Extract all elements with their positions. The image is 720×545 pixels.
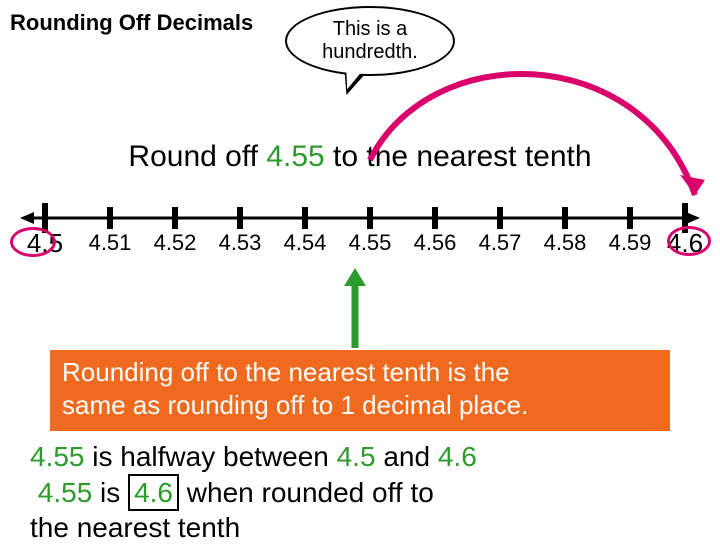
c2-tail: when rounded off to [179, 477, 434, 508]
instruction-text: Round off 4.55 to the nearest tenth [0, 140, 720, 174]
c2-is: is [92, 477, 128, 508]
rounded-answer-box: 4.6 [128, 474, 179, 512]
instruction-prefix: Round off [128, 140, 266, 173]
tick-label-4: 4.54 [284, 230, 327, 256]
tick-label-6: 4.56 [414, 230, 457, 256]
tick-label-0: 4.5 [27, 228, 63, 259]
c1-and: and [376, 441, 438, 472]
explanation-line-1: Rounding off to the nearest tenth is the [62, 356, 658, 389]
tick-label-8: 4.58 [544, 230, 587, 256]
tick-label-3: 4.53 [219, 230, 262, 256]
hundredth-callout: This is a hundredth. [285, 6, 455, 76]
tick-label-9: 4.59 [609, 230, 652, 256]
c1-mid: is halfway between [85, 441, 337, 472]
c1-high: 4.6 [438, 441, 477, 472]
tick-label-10: 4.6 [667, 228, 703, 259]
tick-label-1: 4.51 [89, 230, 132, 256]
conclusion-line-2: 4.55 is 4.6 when rounded off to [30, 474, 690, 512]
conclusion-text: 4.55 is halfway between 4.5 and 4.6 4.55… [30, 440, 690, 545]
conclusion-line-1: 4.55 is halfway between 4.5 and 4.6 [30, 440, 690, 474]
callout-text: This is a hundredth. [287, 18, 453, 64]
number-line: 4.5 4.51 4.52 4.53 4.54 4.55 4.56 4.57 4.58 4.59 4… [20, 190, 700, 270]
instruction-value: 4.55 [266, 140, 324, 173]
c1-value: 4.55 [30, 441, 85, 472]
page-title: Rounding Off Decimals [10, 10, 253, 36]
c1-low: 4.5 [337, 441, 376, 472]
explanation-box: Rounding off to the nearest tenth is the… [50, 350, 670, 431]
tick-label-7: 4.57 [479, 230, 522, 256]
tick-label-2: 4.52 [154, 230, 197, 256]
midpoint-arrow [0, 268, 720, 358]
c2-value: 4.55 [38, 477, 93, 508]
explanation-line-2: same as rounding off to 1 decimal place. [62, 389, 658, 422]
tick-label-5: 4.55 [349, 230, 392, 256]
instruction-suffix: to the nearest tenth [325, 140, 592, 173]
